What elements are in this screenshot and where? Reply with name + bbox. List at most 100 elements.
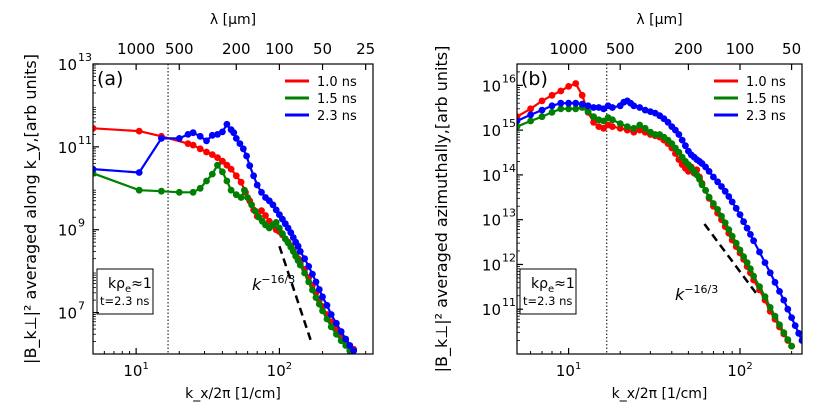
data-point	[609, 104, 616, 111]
data-point	[538, 113, 546, 121]
y-tick-label: 10	[482, 212, 501, 230]
y-tick-label: 10	[482, 256, 501, 274]
slope-reference-line	[703, 223, 758, 295]
data-point	[214, 154, 221, 162]
data-point	[788, 314, 795, 321]
data-point	[230, 129, 238, 137]
data-point	[766, 269, 774, 277]
data-point	[702, 187, 709, 194]
top-tick-label: 25	[356, 40, 375, 58]
data-point	[747, 265, 754, 273]
y-tick-base: 10	[482, 256, 501, 274]
data-point	[244, 194, 252, 201]
data-point	[725, 226, 733, 234]
annotation-sub: e	[548, 284, 554, 295]
y-tick-exponent: 14	[502, 162, 516, 175]
x-tick-exponent: 2	[746, 361, 752, 372]
data-point	[175, 135, 183, 142]
data-point	[743, 224, 751, 232]
legend-label: 1.5 ns	[317, 92, 357, 107]
data-point	[572, 105, 580, 113]
data-point	[203, 137, 210, 145]
data-point	[590, 113, 597, 121]
data-point	[538, 106, 546, 114]
data-point	[740, 218, 747, 226]
x-tick-label: 101	[123, 361, 148, 380]
data-point	[776, 288, 783, 295]
data-point	[250, 172, 257, 180]
data-point	[135, 186, 143, 194]
data-point	[718, 183, 725, 190]
data-point	[590, 118, 597, 126]
data-point	[301, 269, 308, 277]
y-tick-exponent: 12	[502, 251, 516, 264]
data-point	[241, 186, 248, 194]
legend-label: 1.0 ns	[746, 75, 786, 90]
data-point	[630, 102, 638, 110]
data-point	[721, 187, 729, 195]
data-point	[788, 342, 795, 350]
annotation-krho: kρ	[108, 276, 125, 292]
data-point	[636, 104, 644, 111]
slope-exponent: 16/3	[693, 283, 718, 296]
y-tick-exponent: 7	[78, 300, 85, 313]
data-point	[342, 335, 350, 343]
data-point	[305, 278, 313, 286]
data-point	[784, 336, 792, 343]
data-point	[219, 128, 226, 136]
data-point	[208, 170, 216, 178]
data-point	[93, 165, 97, 173]
data-point	[714, 178, 721, 186]
y-tick-label: 10	[58, 222, 77, 240]
data-point	[698, 181, 706, 189]
data-point	[750, 237, 757, 245]
data-point	[135, 169, 143, 176]
data-point	[184, 140, 192, 148]
y-tick-exponent: 15	[502, 117, 516, 130]
data-point	[237, 194, 245, 201]
data-point	[732, 204, 740, 212]
data-point	[718, 212, 725, 220]
data-point	[771, 312, 779, 320]
data-point	[312, 278, 320, 286]
data-point	[572, 80, 580, 87]
data-point	[557, 105, 565, 113]
data-point	[710, 200, 717, 207]
y-tick-exponent: 13	[78, 51, 92, 64]
data-point	[337, 328, 345, 335]
data-point	[223, 120, 231, 128]
data-point	[780, 329, 788, 336]
data-point	[572, 99, 580, 107]
data-point	[323, 315, 331, 323]
data-point	[761, 259, 769, 266]
panel-label: (a)	[97, 68, 123, 90]
data-point	[678, 136, 686, 144]
data-point	[538, 97, 546, 105]
y-tick-exponent: 11	[78, 134, 92, 147]
data-point	[517, 117, 521, 125]
y-tick-label: 10	[58, 305, 77, 323]
data-point	[771, 278, 779, 286]
data-point	[253, 181, 261, 189]
data-point	[189, 141, 197, 149]
plot-area	[517, 80, 802, 350]
x-tick-label: 101	[556, 361, 581, 380]
data-point	[248, 201, 256, 209]
data-point	[682, 142, 689, 150]
data-point	[776, 321, 783, 329]
panel-label: (b)	[521, 68, 548, 90]
data-point	[243, 152, 251, 160]
data-point	[740, 253, 747, 260]
y-tick-label: 10	[482, 301, 501, 319]
data-point	[236, 140, 244, 148]
data-point	[616, 120, 624, 127]
data-point	[791, 322, 799, 329]
y-tick-base: 10	[58, 222, 77, 240]
data-point	[262, 212, 269, 219]
data-point	[223, 177, 231, 185]
data-point	[609, 123, 616, 130]
data-point	[323, 301, 331, 309]
x-tick-base: 10	[727, 362, 746, 380]
plot-area	[93, 120, 358, 354]
